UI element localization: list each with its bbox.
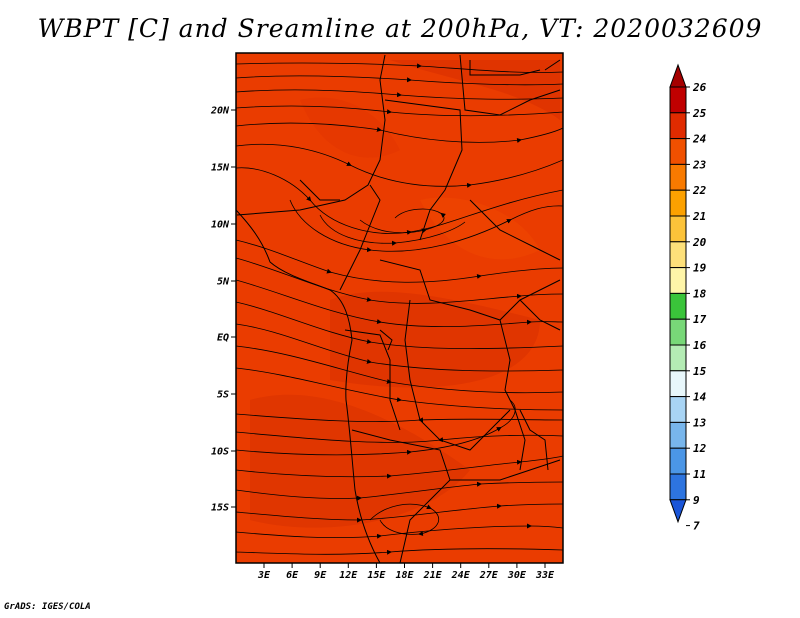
colorbar-swatch [669, 396, 687, 423]
lon-label: 12E [339, 570, 358, 581]
colorbar-label: 9 [693, 494, 700, 507]
lat-label: 20N [210, 106, 230, 117]
lon-label: 30E [507, 570, 527, 581]
colorbar-label: 16 [693, 339, 707, 352]
lat-label: 15S [211, 503, 229, 514]
longitude-axis: 3E 6E 9E 12E 15E 18E 21E 24E 27E 30E 33E [257, 563, 555, 581]
colorbar-swatch [669, 318, 687, 346]
colorbar-swatch [669, 241, 687, 269]
lon-label: 6E [286, 570, 299, 581]
colorbar-swatch [669, 370, 687, 398]
colorbar-swatch [669, 138, 687, 165]
lon-label: 21E [423, 570, 443, 581]
colorbar-label: 17 [693, 313, 707, 326]
lon-label: 3E [257, 570, 271, 581]
colorbar-label: 11 [693, 468, 706, 481]
latitude-axis: 20N 15N 10N 5N EQ 5S 10S 15S [210, 106, 236, 514]
colorbar-swatch [669, 447, 687, 475]
lon-label: 27E [479, 570, 499, 581]
lon-label: 24E [451, 570, 471, 581]
colorbar: 26 25 24 23 22 21 20 19 18 17 16 15 14 13 12 11 9 7 [669, 63, 707, 533]
colorbar-label: 24 [692, 133, 707, 146]
colorbar-swatch [669, 163, 687, 191]
colorbar-label: 20 [692, 236, 707, 249]
colorbar-label: 14 [693, 391, 707, 404]
lon-label: 33E [535, 570, 555, 581]
lon-label: 18E [395, 570, 414, 581]
lat-label: 5N [217, 277, 230, 288]
lon-label: 9E [314, 570, 327, 581]
colorbar-label: 19 [693, 262, 707, 275]
colorbar-swatch [669, 344, 687, 372]
colorbar-label: 7 [693, 520, 700, 533]
colorbar-swatch [669, 421, 687, 449]
colorbar-label: 25 [692, 107, 707, 120]
colorbar-label: 22 [692, 184, 707, 197]
colorbar-swatch [669, 267, 687, 294]
lat-label: 5S [217, 390, 229, 401]
lat-label: 10N [211, 220, 230, 231]
map-title: WBPT [C] and Sreamline at 200hPa, VT: 20… [37, 14, 763, 43]
map-panel [235, 52, 564, 564]
lon-label: 15E [367, 570, 386, 581]
colorbar-label: 12 [693, 442, 707, 455]
map-frame [235, 52, 564, 564]
colorbar-swatch [669, 473, 687, 501]
colorbar-top-arrow [669, 63, 687, 88]
colorbar-swatch [669, 292, 687, 320]
lat-label: 15N [211, 163, 230, 174]
colorbar-label: 26 [692, 81, 707, 94]
colorbar-bottom-arrow [669, 499, 687, 524]
colorbar-label: 13 [693, 416, 707, 429]
lat-label: 10S [211, 447, 229, 458]
colorbar-label: 15 [693, 365, 707, 378]
colorbar-swatch [669, 86, 687, 114]
streamlines [236, 62, 563, 555]
colorbar-swatch [669, 189, 687, 217]
colorbar-swatch [669, 112, 687, 140]
colorbar-label: 23 [692, 158, 707, 171]
colorbar-swatch [669, 215, 687, 243]
grads-credit: GrADS: IGES/COLA [4, 602, 91, 612]
colorbar-label: 18 [693, 287, 707, 300]
lat-label: EQ [217, 333, 229, 344]
colorbar-label: 21 [692, 210, 706, 223]
